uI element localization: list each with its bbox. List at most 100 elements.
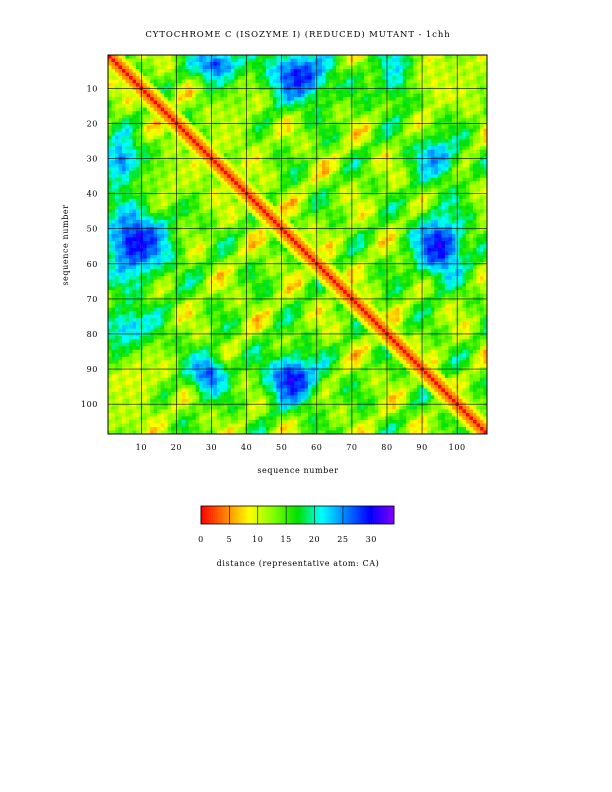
heatmap-cell	[160, 90, 165, 94]
heatmap-cell	[469, 90, 474, 94]
heatmap-cell	[223, 69, 228, 73]
heatmap-cell	[185, 209, 190, 214]
heatmap-cell	[171, 58, 176, 63]
heatmap-cell	[353, 97, 358, 102]
heatmap-cell	[364, 170, 369, 175]
heatmap-cell	[265, 107, 270, 112]
heatmap-cell	[234, 205, 239, 210]
heatmap-cell	[381, 153, 386, 158]
heatmap-cell	[171, 212, 176, 217]
heatmap-cell	[329, 146, 333, 151]
heatmap-cell	[241, 202, 246, 207]
heatmap-cell	[469, 184, 474, 189]
heatmap-cell	[251, 153, 256, 158]
heatmap-cell	[476, 125, 481, 130]
heatmap-cell	[374, 97, 379, 102]
heatmap-cell	[262, 149, 267, 154]
heatmap-cell	[434, 209, 439, 214]
heatmap-cell	[357, 111, 362, 116]
heatmap-cell	[269, 90, 274, 94]
heatmap-cell	[322, 79, 326, 84]
heatmap-cell	[476, 202, 481, 207]
heatmap-cell	[430, 212, 435, 217]
heatmap-cell	[178, 114, 183, 119]
heatmap-cell	[157, 170, 162, 175]
heatmap-cell	[199, 132, 204, 137]
heatmap-cell	[216, 125, 221, 130]
heatmap-cell	[286, 128, 291, 133]
heatmap-cell	[465, 174, 470, 179]
heatmap-cell	[388, 93, 393, 98]
heatmap-cell	[143, 104, 147, 109]
heatmap-cell	[343, 114, 348, 119]
heatmap-cell	[115, 65, 119, 70]
heatmap-cell	[136, 181, 140, 186]
heatmap-cell	[364, 111, 369, 116]
heatmap-cell	[364, 209, 369, 214]
heatmap-cell	[469, 163, 474, 168]
heatmap-cell	[329, 125, 333, 130]
heatmap-cell	[125, 212, 130, 217]
heatmap-cell	[213, 202, 218, 207]
heatmap-cell	[143, 177, 147, 182]
heatmap-cell	[206, 174, 211, 179]
heatmap-cell	[462, 146, 467, 151]
heatmap-cell	[353, 205, 358, 210]
heatmap-cell	[402, 132, 407, 137]
heatmap-cell	[237, 107, 242, 112]
heatmap-cell	[462, 107, 467, 112]
heatmap-cell	[188, 100, 193, 105]
heatmap-cell	[206, 90, 211, 94]
heatmap-cell	[353, 111, 358, 116]
heatmap-cell	[444, 205, 449, 210]
heatmap-cell	[329, 55, 333, 59]
heatmap-cell	[115, 69, 119, 73]
heatmap-cell	[448, 163, 453, 168]
heatmap-cell	[441, 181, 446, 186]
heatmap-cell	[199, 100, 204, 105]
heatmap-cell	[329, 163, 333, 168]
heatmap-cell	[437, 100, 442, 105]
heatmap-cell	[181, 69, 186, 73]
heatmap-cell	[301, 135, 305, 140]
heatmap-cell	[304, 76, 309, 80]
heatmap-cell	[476, 170, 481, 175]
heatmap-cell	[227, 170, 232, 175]
heatmap-cell	[444, 160, 449, 165]
heatmap-cell	[360, 83, 365, 87]
heatmap-cell	[371, 149, 376, 154]
heatmap-cell	[371, 174, 376, 179]
heatmap-cell	[132, 90, 137, 94]
heatmap-cell	[462, 209, 467, 214]
heatmap-cell	[374, 163, 379, 168]
heatmap-cell	[322, 114, 326, 119]
heatmap-cell	[276, 55, 281, 59]
heatmap-cell	[325, 76, 330, 80]
heatmap-cell	[304, 205, 309, 210]
heatmap-cell	[265, 132, 270, 137]
heatmap-cell	[465, 83, 470, 87]
heatmap-cell	[479, 188, 484, 193]
heatmap-cell	[136, 212, 140, 217]
heatmap-cell	[136, 209, 140, 214]
heatmap-cell	[458, 212, 463, 217]
heatmap-cell	[311, 72, 316, 77]
heatmap-cell	[465, 79, 470, 84]
heatmap-cell	[374, 209, 379, 214]
heatmap-cell	[258, 195, 263, 200]
heatmap-cell	[430, 93, 435, 98]
heatmap-cell	[322, 55, 326, 59]
heatmap-cell	[406, 195, 411, 200]
heatmap-cell	[357, 104, 362, 109]
heatmap-cell	[153, 181, 158, 186]
heatmap-cell	[364, 65, 369, 70]
heatmap-cell	[157, 146, 162, 151]
heatmap-cell	[448, 62, 453, 66]
heatmap-cell	[367, 146, 372, 151]
heatmap-cell	[150, 62, 155, 66]
heatmap-cell	[136, 184, 140, 189]
heatmap-cell	[223, 202, 228, 207]
heatmap-cell	[378, 69, 383, 73]
heatmap-cell	[150, 216, 155, 221]
heatmap-cell	[129, 90, 133, 94]
